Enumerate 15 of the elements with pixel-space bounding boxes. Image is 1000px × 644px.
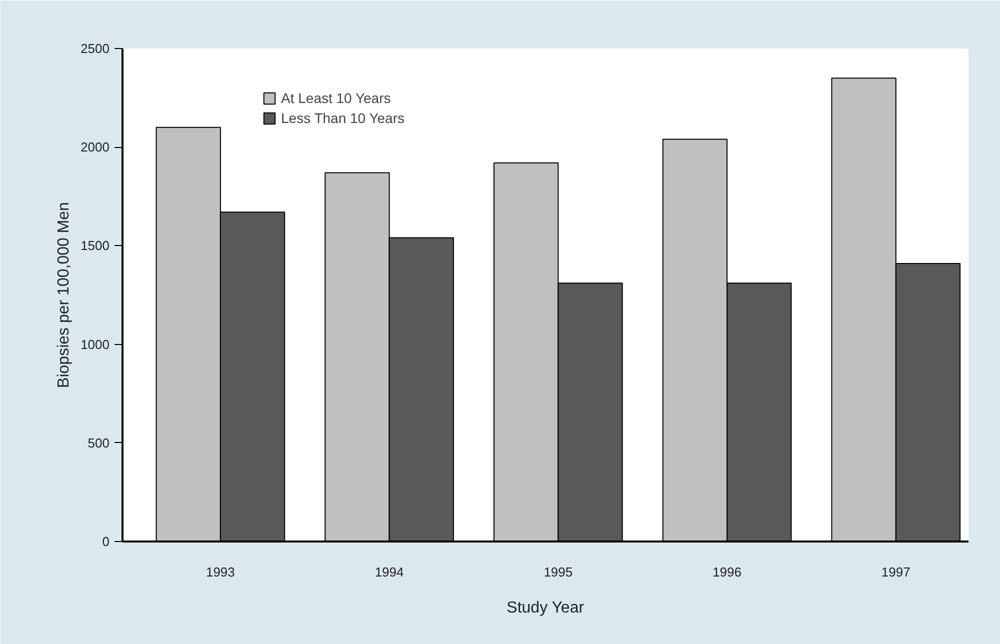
y-axis-title: Biopsies per 100,000 Men	[56, 202, 73, 388]
legend-label: Less Than 10 Years	[281, 110, 405, 126]
x-axis-title: Study Year	[506, 600, 585, 616]
legend-label: At Least 10 Years	[281, 90, 391, 106]
x-tick-label: 1993	[206, 564, 235, 580]
y-tick-label: 2000	[80, 140, 110, 155]
y-tick-label: 0	[102, 534, 110, 549]
x-tick-label: 1997	[881, 564, 910, 580]
y-tick-label: 500	[88, 435, 110, 450]
x-tick-label: 1995	[544, 564, 573, 580]
y-tick-label: 2500	[80, 41, 110, 56]
x-tick-label: 1996	[712, 564, 742, 580]
y-tick-label: 1500	[80, 238, 110, 254]
y-tick-label: 1000	[80, 336, 110, 352]
x-tick-label: 1994	[374, 564, 404, 580]
